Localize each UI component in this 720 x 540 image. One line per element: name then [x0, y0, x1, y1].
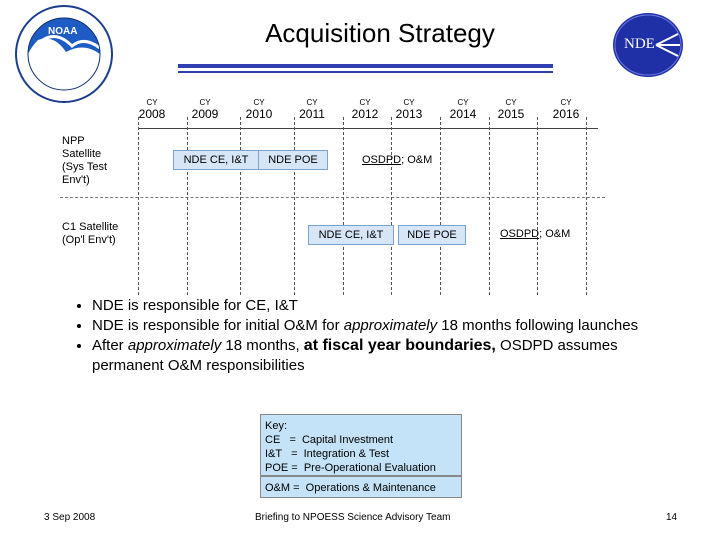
bullet-item: After approximately 18 months, at fiscal… [92, 336, 678, 376]
c1-phase-om: OSDPD; O&M [500, 228, 571, 240]
year-header-2012: CY 2012 [351, 98, 379, 121]
year-header-2009: CY 2009 [191, 98, 219, 121]
timeline-axis [138, 128, 598, 129]
footer-center: Briefing to NPOESS Science Advisory Team [255, 512, 451, 523]
noaa-logo-text: NOAA [48, 26, 78, 37]
key-line: POE = Pre-Operational Evaluation [265, 462, 436, 474]
footer-date: 3 Sep 2008 [44, 512, 96, 523]
key-line: I&T = Integration & Test [265, 448, 390, 460]
year-header-2014: CY 2014 [449, 98, 477, 121]
key-heading: Key: [265, 420, 288, 432]
year-gridline [138, 117, 139, 295]
year-gridline [294, 117, 295, 295]
npp-phase-ce-it: NDE CE, I&T [173, 150, 259, 170]
noaa-logo: NOAA [14, 4, 114, 104]
c1-phase-poe: NDE POE [398, 225, 466, 245]
year-gridline [343, 117, 344, 295]
c1-phase-ce-it: NDE CE, I&T [308, 225, 394, 245]
nde-logo: NDE [612, 12, 684, 78]
bullet-item: NDE is responsible for initial O&M for a… [92, 316, 678, 336]
year-gridline [391, 117, 392, 295]
year-header-2016: CY 2016 [552, 98, 580, 121]
year-gridline [240, 117, 241, 295]
bullet-list: NDE is responsible for CE, I&T NDE is re… [78, 296, 678, 376]
year-gridline [187, 117, 188, 295]
key-line: CE = Capital Investment [265, 434, 394, 446]
year-gridline [489, 117, 490, 295]
row-label-npp: NPP Satellite (Sys Test Env't) [62, 135, 108, 186]
year-header-2013: CY 2013 [395, 98, 423, 121]
row-divider [60, 197, 605, 198]
year-header-2008: CY 2008 [138, 98, 166, 121]
npp-phase-poe: NDE POE [258, 150, 328, 170]
page-number: 14 [666, 512, 678, 523]
bullet-item: NDE is responsible for CE, I&T [92, 296, 678, 316]
year-gridline [586, 117, 587, 295]
year-header-2011: CY 2011 [299, 98, 325, 121]
title-rule [178, 64, 553, 68]
legend-key: Key: CE = Capital Investment I&T = Integ… [260, 414, 462, 476]
year-header-2015: CY 2015 [497, 98, 525, 121]
row-label-c1: C1 Satellite (Op'l Env't) [62, 221, 119, 246]
year-header-2010: CY 2010 [245, 98, 273, 121]
year-gridline [537, 117, 538, 295]
npp-phase-om: OSDPD; O&M [362, 154, 433, 166]
page-title: Acquisition Strategy [265, 18, 495, 48]
year-gridline [440, 117, 441, 295]
nde-logo-text: NDE [624, 36, 655, 52]
title-rule-thin [178, 71, 553, 73]
legend-key-om: O&M = Operations & Maintenance [260, 476, 462, 498]
